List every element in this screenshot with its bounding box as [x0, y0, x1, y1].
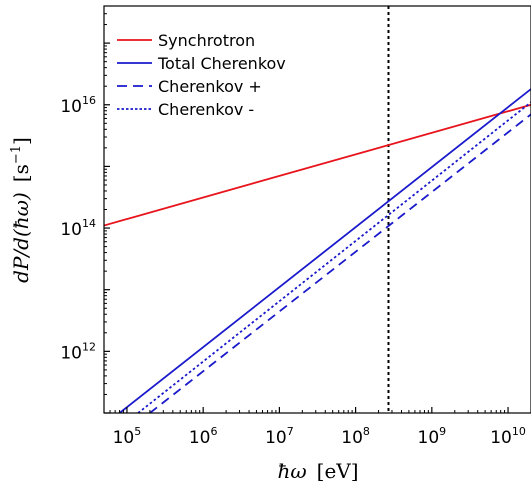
x-tick-label: 105: [113, 425, 142, 448]
legend-entry-label: Cherenkov +: [158, 77, 262, 96]
y-axis-label: dP/d(ħω)[s−1]: [9, 137, 33, 283]
axis-ticks: 105 106 107 108 109 1010 1012 1014 1016: [60, 13, 526, 448]
series-line-cherenkovminus: [137, 101, 531, 413]
x-tick-label: 107: [265, 425, 294, 448]
legend: Synchrotron Total Cherenkov Cherenkov + Che…: [117, 31, 286, 119]
x-axis-label: ħω [eV]: [277, 459, 358, 483]
series-line-total-cherenkov: [119, 88, 531, 413]
legend-entry-label: Synchrotron: [158, 31, 255, 50]
y-tick-label: 1014: [60, 217, 96, 240]
y-tick-label: 1016: [60, 94, 96, 117]
x-tick-label: 1010: [490, 425, 526, 448]
plot-area: [104, 6, 531, 413]
x-tick-label: 108: [341, 425, 370, 448]
legend-entry-label: Total Cherenkov: [157, 54, 286, 73]
y-tick-label: 1012: [60, 340, 96, 363]
x-tick-label: 106: [189, 425, 218, 448]
x-tick-label: 109: [418, 425, 447, 448]
series-line-cherenkovplus: [149, 113, 531, 413]
series-line-synchrotron: [104, 103, 531, 227]
legend-entry-label: Cherenkov -: [158, 100, 254, 119]
